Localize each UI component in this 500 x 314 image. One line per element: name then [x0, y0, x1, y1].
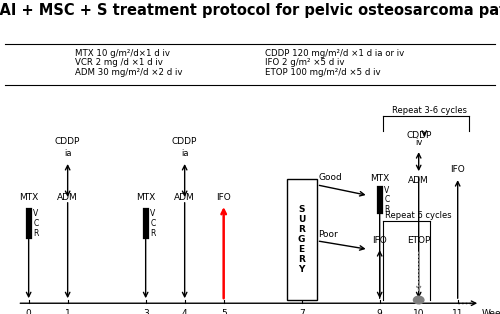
- Text: Good: Good: [318, 173, 342, 181]
- Text: ia: ia: [181, 149, 188, 158]
- Text: VCR 2 mg /d ×1 d iv: VCR 2 mg /d ×1 d iv: [75, 58, 163, 67]
- Text: V
C
R: V C R: [384, 186, 390, 214]
- Text: 0: 0: [26, 309, 32, 314]
- Text: CDDP: CDDP: [406, 131, 431, 140]
- Text: ADM 30 mg/m²/d ×2 d iv: ADM 30 mg/m²/d ×2 d iv: [75, 68, 182, 77]
- Text: S
U
R
G
E
R
Y: S U R G E R Y: [298, 205, 306, 274]
- Text: CDDP: CDDP: [172, 137, 198, 146]
- Text: ADM: ADM: [408, 176, 429, 185]
- Text: IFO: IFO: [450, 165, 465, 174]
- Ellipse shape: [414, 296, 424, 304]
- Text: IFO: IFO: [372, 236, 387, 245]
- Text: ETOP: ETOP: [407, 236, 430, 245]
- Text: The CAI + MSC + S treatment protocol for pelvic osteosarcoma patients: The CAI + MSC + S treatment protocol for…: [0, 3, 500, 18]
- FancyBboxPatch shape: [287, 179, 316, 300]
- Text: MTX: MTX: [370, 174, 390, 183]
- Text: ia: ia: [64, 149, 72, 158]
- Text: MTX: MTX: [136, 193, 156, 202]
- Text: Weeks: Weeks: [482, 309, 500, 314]
- Text: IFO 2 g/m² ×5 d iv: IFO 2 g/m² ×5 d iv: [265, 58, 344, 67]
- Text: 9: 9: [377, 309, 382, 314]
- Text: CDDP 120 mg/m²/d ×1 d ia or iv: CDDP 120 mg/m²/d ×1 d ia or iv: [265, 49, 404, 58]
- Text: 5: 5: [221, 309, 226, 314]
- Text: V
C
R: V C R: [150, 209, 156, 238]
- Text: IFO: IFO: [216, 193, 231, 202]
- Text: Poor: Poor: [318, 230, 338, 239]
- Text: 1: 1: [65, 309, 70, 314]
- Text: Repeat 3-6 cycles: Repeat 3-6 cycles: [392, 106, 468, 115]
- Text: Repeat 6 cycles: Repeat 6 cycles: [384, 211, 451, 220]
- Text: 11: 11: [452, 309, 464, 314]
- Text: iv: iv: [415, 138, 422, 147]
- Text: ADM: ADM: [58, 193, 78, 202]
- Text: MTX 10 g/m²/d×1 d iv: MTX 10 g/m²/d×1 d iv: [75, 49, 170, 58]
- Text: ETOP 100 mg/m²/d ×5 d iv: ETOP 100 mg/m²/d ×5 d iv: [265, 68, 380, 77]
- Text: 7: 7: [299, 309, 304, 314]
- Text: V
C
R: V C R: [33, 209, 38, 238]
- Text: 10: 10: [413, 309, 424, 314]
- Text: MTX: MTX: [19, 193, 38, 202]
- Text: 3: 3: [143, 309, 148, 314]
- Text: CDDP: CDDP: [55, 137, 80, 146]
- Text: 4: 4: [182, 309, 188, 314]
- Text: ADM: ADM: [174, 193, 195, 202]
